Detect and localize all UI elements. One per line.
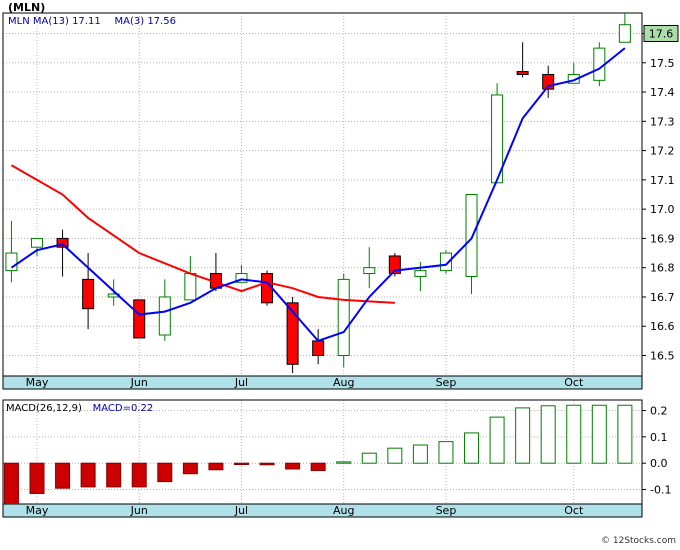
candle-down	[388, 255, 401, 275]
candle-down	[516, 71, 529, 75]
y-tick-label: -0.1	[650, 484, 671, 497]
x-tick-label-jun: Jun	[130, 504, 148, 517]
panel-background	[3, 400, 642, 517]
macd-bar-negative	[157, 462, 173, 483]
macd-bar-positive	[336, 461, 352, 464]
macd-bar-positive	[361, 452, 377, 464]
last-price-label: 17.6	[649, 27, 674, 40]
macd-bar-positive	[540, 405, 556, 464]
macd-bar-positive	[387, 447, 403, 464]
candle-up	[5, 252, 18, 272]
macd-bar-positive	[617, 404, 633, 464]
candle-up	[30, 237, 43, 248]
y-tick-label: 0.0	[650, 457, 668, 470]
ma13-line	[10, 164, 395, 304]
y-tick-label: 0.1	[650, 431, 668, 444]
y-tick-label: 17.2	[650, 145, 675, 158]
x-tick-label-jun: Jun	[130, 376, 148, 389]
y-tick-label: 17.5	[650, 57, 675, 70]
macd-legend: MACD(26,12,9) MACD=0.22	[6, 403, 153, 414]
candle-up	[235, 273, 248, 283]
x-tick-label-sep: Sep	[436, 504, 457, 517]
macd-bars	[3, 404, 633, 504]
panel-frame	[2, 12, 643, 390]
candle-up	[337, 278, 350, 357]
candle-down	[82, 278, 95, 310]
candle-up	[593, 47, 606, 81]
x-tick-label-oct: Oct	[564, 504, 584, 517]
candle-up	[158, 296, 171, 336]
candle-up	[363, 267, 376, 275]
macd-panel: -0.1 0.0 0.1 0.2 May Jun Jul Aug Sep Oct MACD(26,1…	[2, 399, 671, 518]
candle-down	[542, 73, 555, 90]
month-axis-band	[2, 375, 643, 390]
x-tick-label-jul: Jul	[234, 376, 248, 389]
x-tick-label-oct: Oct	[564, 376, 584, 389]
candle-up	[414, 270, 427, 277]
candle-down	[133, 299, 146, 339]
macd-bar-negative	[106, 462, 122, 488]
panel-frame	[2, 399, 643, 518]
macd-bar-negative	[259, 462, 275, 466]
legend-item: MLN	[8, 16, 30, 27]
macd-bar-negative	[80, 462, 96, 488]
y-tick-label: 16.8	[650, 262, 675, 275]
y-tick-label: 16.9	[650, 232, 675, 245]
x-tick-label-aug: Aug	[333, 504, 354, 517]
candle-up	[465, 194, 478, 277]
x-tick-label-aug: Aug	[333, 376, 354, 389]
macd-bar-negative	[310, 462, 326, 472]
y-tick-label: 0.2	[650, 405, 668, 418]
macd-bar-positive	[464, 432, 480, 464]
macd-bar-negative	[182, 462, 198, 475]
macd-bar-negative	[233, 462, 249, 466]
candle-up	[491, 94, 504, 184]
macd-bar-positive	[566, 404, 582, 464]
watermark: © 12Stocks.com	[601, 536, 676, 546]
y-tick-label: 17.4	[650, 86, 675, 99]
candle-down	[312, 340, 325, 357]
ma3-line	[10, 47, 626, 343]
macd-bar-negative	[285, 462, 301, 470]
macd-bar-positive	[438, 441, 454, 464]
y-tick-label: 17.0	[650, 203, 675, 216]
candles	[5, 13, 631, 374]
candle-down	[56, 237, 69, 248]
y-tick-label: 16.5	[650, 350, 675, 363]
candle-down	[286, 302, 299, 365]
x-tick-label-may: May	[26, 376, 49, 389]
y-tick-label: 17.3	[650, 115, 675, 128]
candle-up	[618, 24, 631, 43]
candle-up	[184, 273, 197, 301]
x-tick-label-jul: Jul	[234, 504, 248, 517]
macd-bar-positive	[489, 416, 505, 464]
last-price-badge	[643, 24, 679, 42]
macd-legend-item: MACD=0.22	[93, 403, 154, 414]
price-panel: 16.5 16.6 16.7 16.8 16.9 17.0 17.1 17.2 17.3 17.4…	[2, 1, 679, 390]
macd-bar-positive	[591, 404, 607, 464]
macd-bar-positive	[412, 444, 428, 464]
macd-bar-positive	[515, 407, 531, 464]
macd-bar-negative	[3, 462, 19, 504]
macd-bar-negative	[131, 462, 147, 488]
y-tick-label: 16.7	[650, 291, 675, 304]
price-legend: (MLN) MLN MA(13) 17.11 MA(3) 17.56	[8, 1, 176, 27]
panel-background	[3, 13, 642, 389]
y-tick-label: 16.6	[650, 320, 675, 333]
candle-up	[439, 252, 452, 272]
ticker-label: (MLN)	[8, 1, 45, 14]
y-tick-label: 17.1	[650, 174, 675, 187]
x-tick-label-may: May	[26, 504, 49, 517]
month-axis-band	[2, 503, 643, 518]
macd-bar-negative	[55, 462, 71, 489]
legend-item: MA(3) 17.56	[115, 16, 176, 27]
legend-item: MA(13) 17.11	[33, 16, 101, 27]
macd-bar-negative	[208, 462, 224, 471]
x-tick-label-sep: Sep	[436, 376, 457, 389]
macd-bar-negative	[29, 462, 45, 494]
macd-legend-item: MACD(26,12,9)	[6, 403, 82, 414]
